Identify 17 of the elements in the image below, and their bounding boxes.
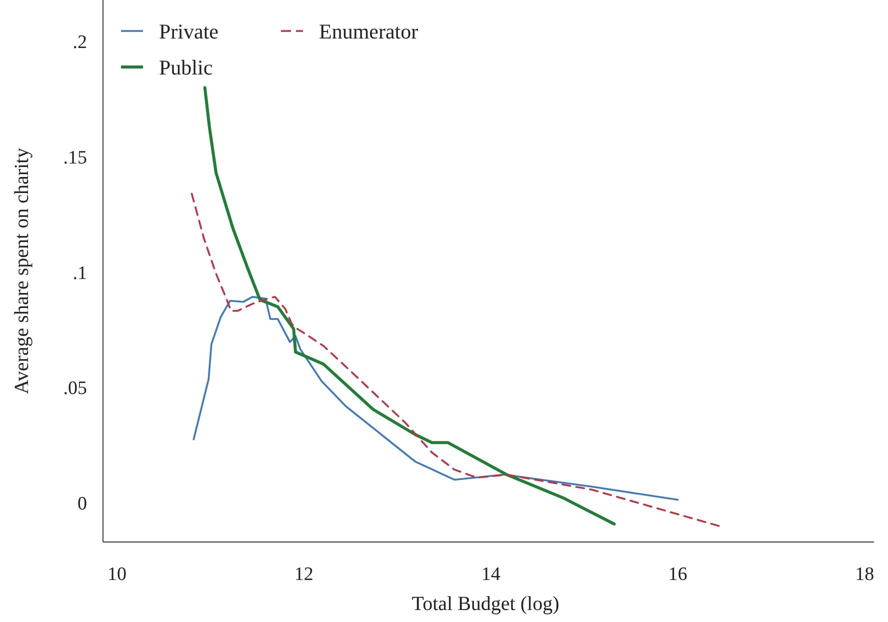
x-tick-label: 10 [108,564,127,585]
y-tick-label: .1 [72,262,87,284]
line-series [192,296,679,501]
legend-label: Private [159,19,218,44]
x-tick-label: 14 [481,564,501,585]
y-axis-title: Average share spent on charity [11,148,33,394]
x-tick-label: 12 [294,564,314,585]
y-tick-label: .05 [63,378,87,400]
y-tick-label: .15 [63,147,87,168]
x-tick-label: 16 [668,564,688,585]
y-tick-label: .2 [72,32,87,54]
line-series [203,86,616,526]
x-axis-title: Total Budget (log) [412,593,560,615]
y-tick-label: 0 [78,493,87,514]
legend-label: Enumerator [319,19,418,44]
legend-label: Public [159,55,213,80]
x-tick-label: 18 [855,564,874,585]
